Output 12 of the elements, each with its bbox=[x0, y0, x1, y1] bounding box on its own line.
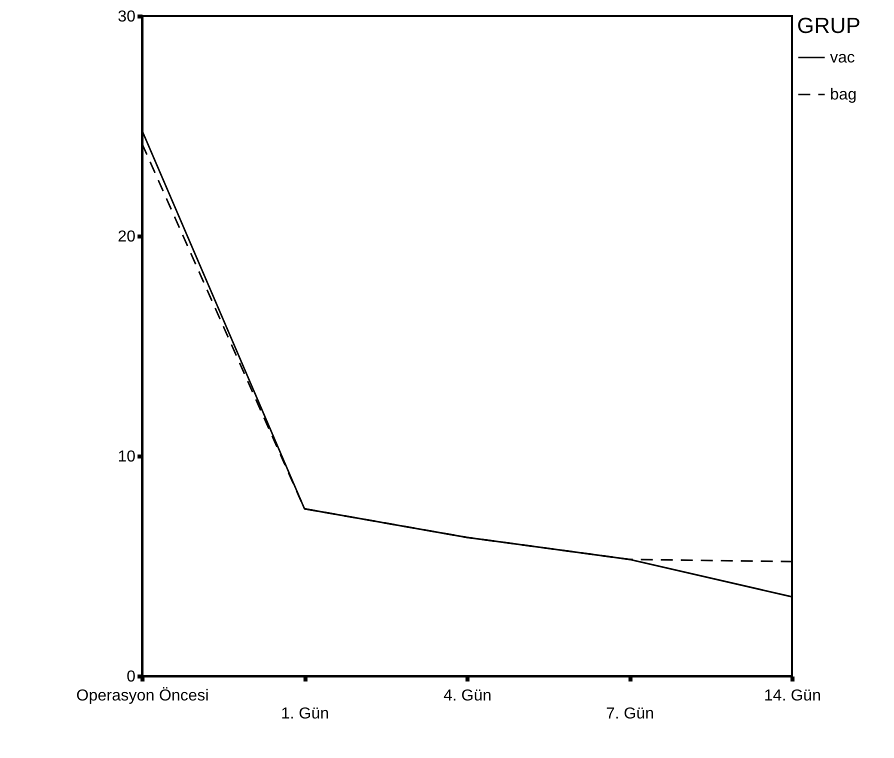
x-tick-label: 4. Gün bbox=[443, 688, 492, 704]
x-tick-label: 1. Gün bbox=[280, 706, 330, 722]
x-tick-label: 14. Gün bbox=[764, 688, 821, 704]
y-tick-label: 0 bbox=[126, 668, 136, 686]
x-tick-label: 7. Gün bbox=[606, 706, 654, 722]
legend-label: vac bbox=[830, 50, 855, 66]
x-tick-label: Operasyon Öncesi bbox=[76, 686, 209, 704]
y-tick-label: 10 bbox=[118, 448, 136, 466]
y-tick-label: 30 bbox=[118, 8, 136, 26]
legend-title: GRUP bbox=[797, 13, 861, 38]
legend-label: bag bbox=[830, 86, 857, 104]
y-tick-label: 20 bbox=[118, 228, 136, 246]
